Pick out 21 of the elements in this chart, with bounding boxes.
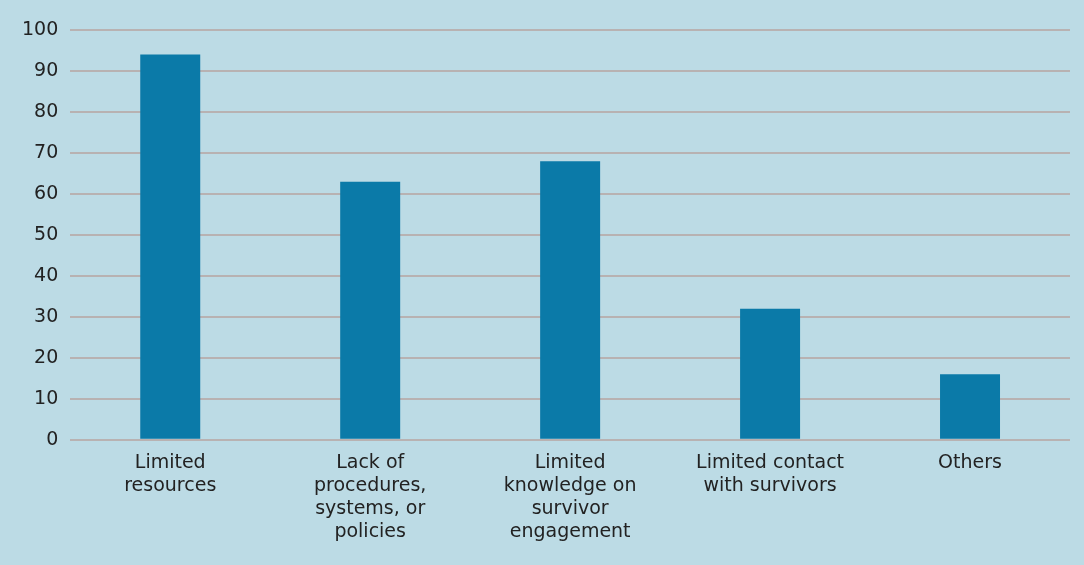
y-tick-label: 90 — [34, 57, 59, 80]
x-tick-label: Others — [938, 450, 1002, 473]
y-tick-label: 80 — [34, 98, 59, 121]
bar — [740, 308, 801, 439]
y-tick-label: 100 — [22, 16, 59, 39]
x-tick-label: Lack of procedures, systems, or policies — [314, 450, 427, 541]
bar — [940, 374, 1001, 439]
bar — [540, 161, 601, 439]
x-tick-label: Limited contact with survivors — [696, 450, 845, 495]
x-tick-label: Limited resources — [124, 450, 217, 495]
y-tick-label: 0 — [46, 426, 59, 449]
y-tick-label: 50 — [34, 221, 59, 244]
x-tick-label: Limited knowledge on survivor engagement — [503, 450, 637, 541]
bar — [140, 54, 201, 439]
bar — [340, 181, 401, 439]
y-tick-label: 20 — [34, 344, 59, 367]
y-tick-label: 10 — [34, 385, 59, 408]
y-tick-label: 40 — [34, 262, 59, 285]
y-tick-label: 60 — [34, 180, 59, 203]
y-tick-label: 70 — [34, 139, 59, 162]
y-tick-label: 30 — [34, 303, 59, 326]
